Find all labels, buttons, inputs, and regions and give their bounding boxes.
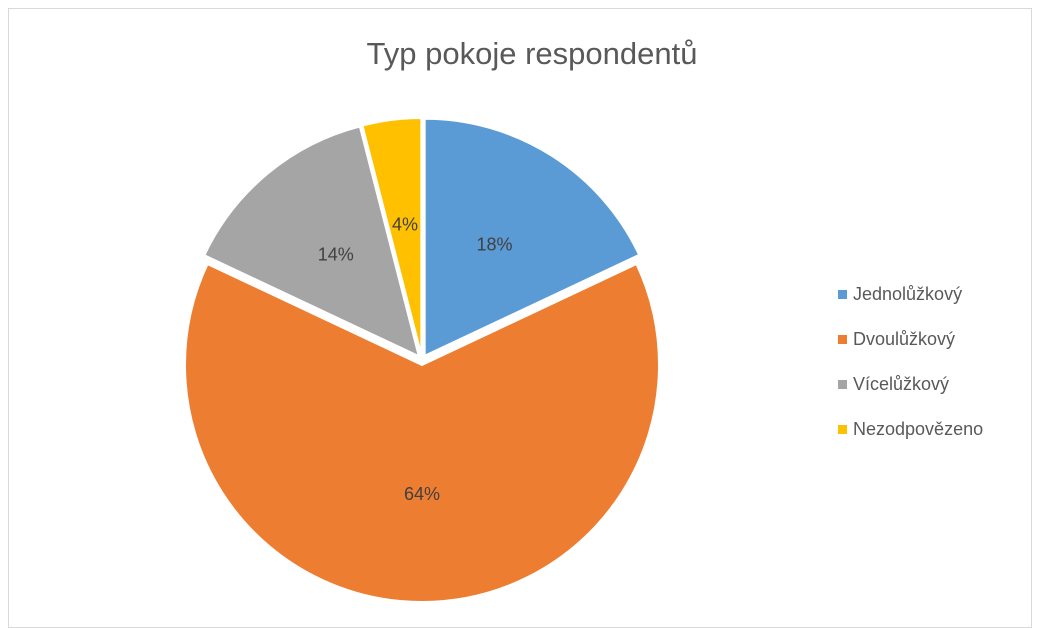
chart-title: Typ pokoje respondentů <box>366 36 698 71</box>
legend-label: Jednolůžkový <box>853 284 963 304</box>
legend-label: Nezodpovězeno <box>853 419 984 439</box>
data-label-2: 64% <box>404 484 440 504</box>
pie-slice-1 <box>423 117 641 358</box>
legend-label: Dvoulůžkový <box>853 329 956 349</box>
legend-label: Vícelůžkový <box>853 374 950 394</box>
legend-item-dvouluzkovy: Dvoulůžkový <box>838 317 983 362</box>
data-label-4: 4% <box>392 214 418 234</box>
legend-swatch <box>838 290 847 299</box>
legend-swatch <box>838 425 847 434</box>
legend-item-nezodpovezeno: Nezodpovězeno <box>838 407 983 452</box>
pie-slice-2 <box>184 262 660 603</box>
pie-slice-3 <box>203 125 421 358</box>
legend: Jednolůžkový Dvoulůžkový Vícelůžkový Nez… <box>838 272 983 452</box>
legend-swatch <box>838 335 847 344</box>
pie-slice-4 <box>361 117 423 356</box>
legend-item-jednoluzkovy: Jednolůžkový <box>838 272 983 317</box>
legend-swatch <box>838 380 847 389</box>
data-label-1: 18% <box>477 234 513 254</box>
data-label-3: 14% <box>318 244 354 264</box>
legend-item-viceluzkovy: Vícelůžkový <box>838 362 983 407</box>
